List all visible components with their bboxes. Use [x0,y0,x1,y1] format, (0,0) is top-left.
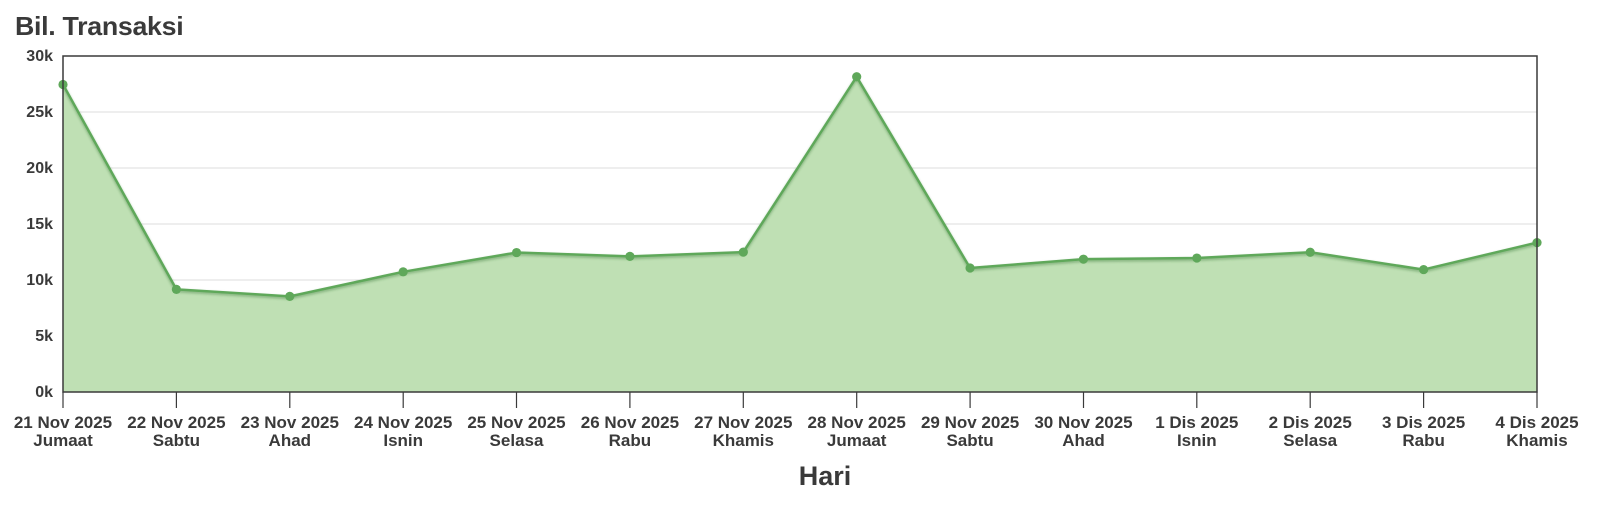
svg-text:Isnin: Isnin [1177,431,1217,450]
svg-text:24 Nov 2025: 24 Nov 2025 [354,413,452,432]
svg-text:15k: 15k [26,216,53,233]
svg-text:Ahad: Ahad [1062,431,1105,450]
svg-text:25 Nov 2025: 25 Nov 2025 [467,413,565,432]
svg-text:Rabu: Rabu [609,431,652,450]
svg-text:22 Nov 2025: 22 Nov 2025 [127,413,225,432]
svg-text:29 Nov 2025: 29 Nov 2025 [921,413,1019,432]
svg-text:1 Dis 2025: 1 Dis 2025 [1155,413,1238,432]
svg-text:Khamis: Khamis [713,431,774,450]
svg-text:5k: 5k [35,328,53,345]
svg-text:21 Nov 2025: 21 Nov 2025 [14,413,112,432]
svg-text:Ahad: Ahad [269,431,312,450]
svg-text:25k: 25k [26,104,53,121]
svg-text:23 Nov 2025: 23 Nov 2025 [241,413,339,432]
svg-text:Rabu: Rabu [1402,431,1445,450]
svg-text:10k: 10k [26,272,53,289]
svg-text:Khamis: Khamis [1506,431,1567,450]
svg-text:3 Dis 2025: 3 Dis 2025 [1382,413,1465,432]
svg-text:Selasa: Selasa [490,431,544,450]
svg-text:27 Nov 2025: 27 Nov 2025 [694,413,792,432]
svg-text:Isnin: Isnin [383,431,423,450]
svg-text:0k: 0k [35,384,53,401]
svg-text:20k: 20k [26,160,53,177]
svg-text:2 Dis 2025: 2 Dis 2025 [1269,413,1352,432]
svg-text:26 Nov 2025: 26 Nov 2025 [581,413,679,432]
svg-text:4 Dis 2025: 4 Dis 2025 [1495,413,1578,432]
svg-text:30 Nov 2025: 30 Nov 2025 [1034,413,1132,432]
svg-text:28 Nov 2025: 28 Nov 2025 [808,413,906,432]
svg-text:30k: 30k [26,48,53,65]
svg-text:Sabtu: Sabtu [153,431,200,450]
svg-text:Selasa: Selasa [1283,431,1337,450]
svg-text:Hari: Hari [799,461,852,491]
svg-text:Jumaat: Jumaat [827,431,887,450]
svg-text:Sabtu: Sabtu [946,431,993,450]
svg-text:Jumaat: Jumaat [33,431,93,450]
